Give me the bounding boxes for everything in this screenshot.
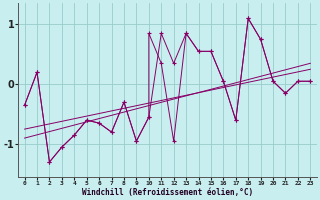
X-axis label: Windchill (Refroidissement éolien,°C): Windchill (Refroidissement éolien,°C) xyxy=(82,188,253,197)
